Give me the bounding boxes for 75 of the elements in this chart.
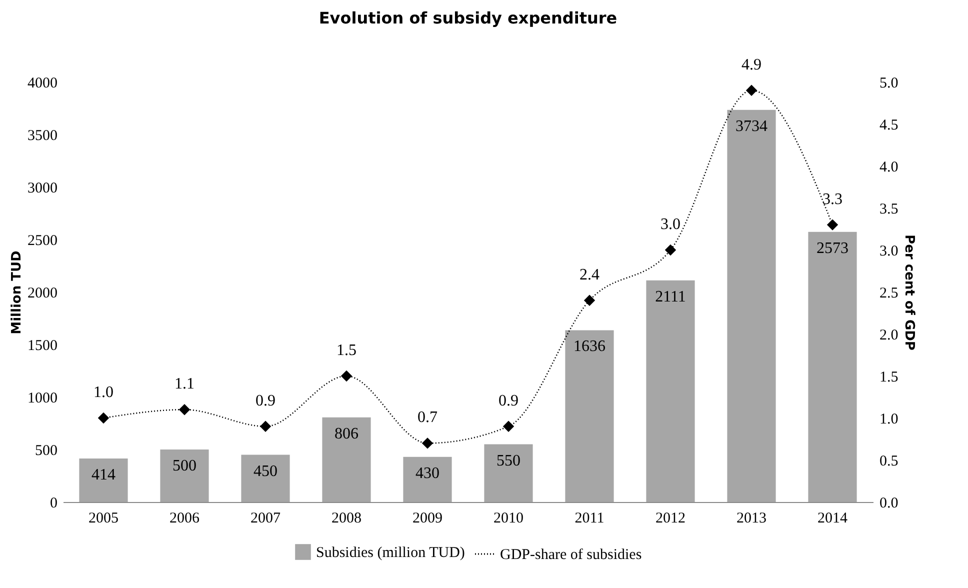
bar: [241, 454, 290, 502]
x-tick-label: 2005: [88, 510, 118, 526]
y2-tick-label: 0.5: [880, 454, 898, 470]
y2-tick-label: 5.0: [880, 76, 898, 92]
point: [665, 244, 676, 256]
legend-label: Subsidies (million TUD): [316, 545, 465, 561]
y2-tick-label: 0.0: [880, 496, 898, 512]
point: [827, 220, 838, 230]
data-label: 450: [254, 462, 278, 480]
data-label: 3734: [736, 118, 768, 135]
data-label: 1.1: [174, 376, 194, 393]
y-tick-label: 1500: [28, 338, 58, 354]
point: [584, 295, 595, 306]
legend-label: GDP-share of subsidies: [500, 547, 642, 563]
data-label: 550: [496, 452, 520, 470]
x-tick-label: 2014: [818, 510, 848, 526]
x-tick-label: 2012: [656, 510, 686, 526]
chart-title: Evolution of subsidy expenditure: [318, 8, 618, 28]
x-tick-label: 2007: [250, 510, 281, 526]
y2-tick-label: 4.5: [880, 118, 898, 134]
data-label: 3.3: [822, 190, 842, 208]
bar: [484, 444, 533, 502]
y2-tick-label: 2.0: [880, 328, 898, 344]
bar: [403, 456, 452, 502]
bar: [565, 330, 614, 502]
y2-axis-title: Per cent of GDP: [901, 234, 916, 350]
y2-tick-label: 1.0: [880, 412, 898, 428]
point: [341, 370, 352, 382]
bar: [322, 417, 371, 502]
data-label: 1.5: [336, 342, 356, 359]
bar: [646, 280, 695, 502]
data-label: 2111: [655, 288, 686, 306]
point: [422, 438, 433, 448]
data-label: 2.4: [580, 266, 600, 284]
point: [746, 85, 757, 96]
y-tick-label: 2500: [28, 233, 58, 249]
data-label: 3.0: [660, 216, 680, 233]
y-tick-label: 0: [50, 496, 58, 512]
y2-tick-label: 1.5: [880, 370, 898, 386]
x-tick-label: 2009: [412, 510, 442, 526]
data-label: 806: [334, 425, 358, 442]
y-tick-label: 3000: [28, 180, 58, 196]
y2-tick-label: 4.0: [880, 160, 898, 176]
x-tick-label: 2013: [736, 510, 766, 526]
y2-tick-label: 2.5: [880, 286, 898, 302]
data-label: 2573: [816, 240, 848, 257]
data-label: 1.0: [94, 384, 114, 401]
point: [179, 404, 190, 415]
y-tick-label: 2000: [28, 286, 58, 302]
y-tick-label: 4000: [28, 76, 58, 92]
bar: [79, 458, 128, 502]
x-tick-label: 2006: [170, 510, 200, 526]
point: [260, 421, 271, 432]
x-tick-label: 2010: [494, 510, 524, 526]
data-label: 414: [92, 466, 116, 484]
y-tick-label: 1000: [28, 390, 58, 406]
y2-tick-label: 3.0: [880, 244, 898, 260]
bar: [727, 110, 776, 502]
y-tick-label: 500: [35, 443, 58, 459]
x-tick-label: 2008: [332, 510, 362, 526]
data-label: 0.7: [418, 409, 438, 426]
data-label: 4.9: [742, 56, 762, 74]
data-label: 0.9: [498, 392, 518, 410]
bar: [808, 232, 857, 502]
y2-tick-label: 3.5: [880, 202, 898, 218]
x-tick-label: 2011: [574, 510, 604, 526]
bar: [160, 450, 209, 502]
point: [503, 421, 514, 432]
point: [98, 412, 109, 424]
y-tick-label: 3500: [28, 128, 58, 144]
data-label: 430: [416, 464, 440, 482]
data-label: 0.9: [256, 392, 276, 410]
data-label: 1636: [574, 338, 606, 356]
data-label: 500: [172, 458, 196, 474]
y-axis-title: Million TUD: [10, 250, 24, 334]
